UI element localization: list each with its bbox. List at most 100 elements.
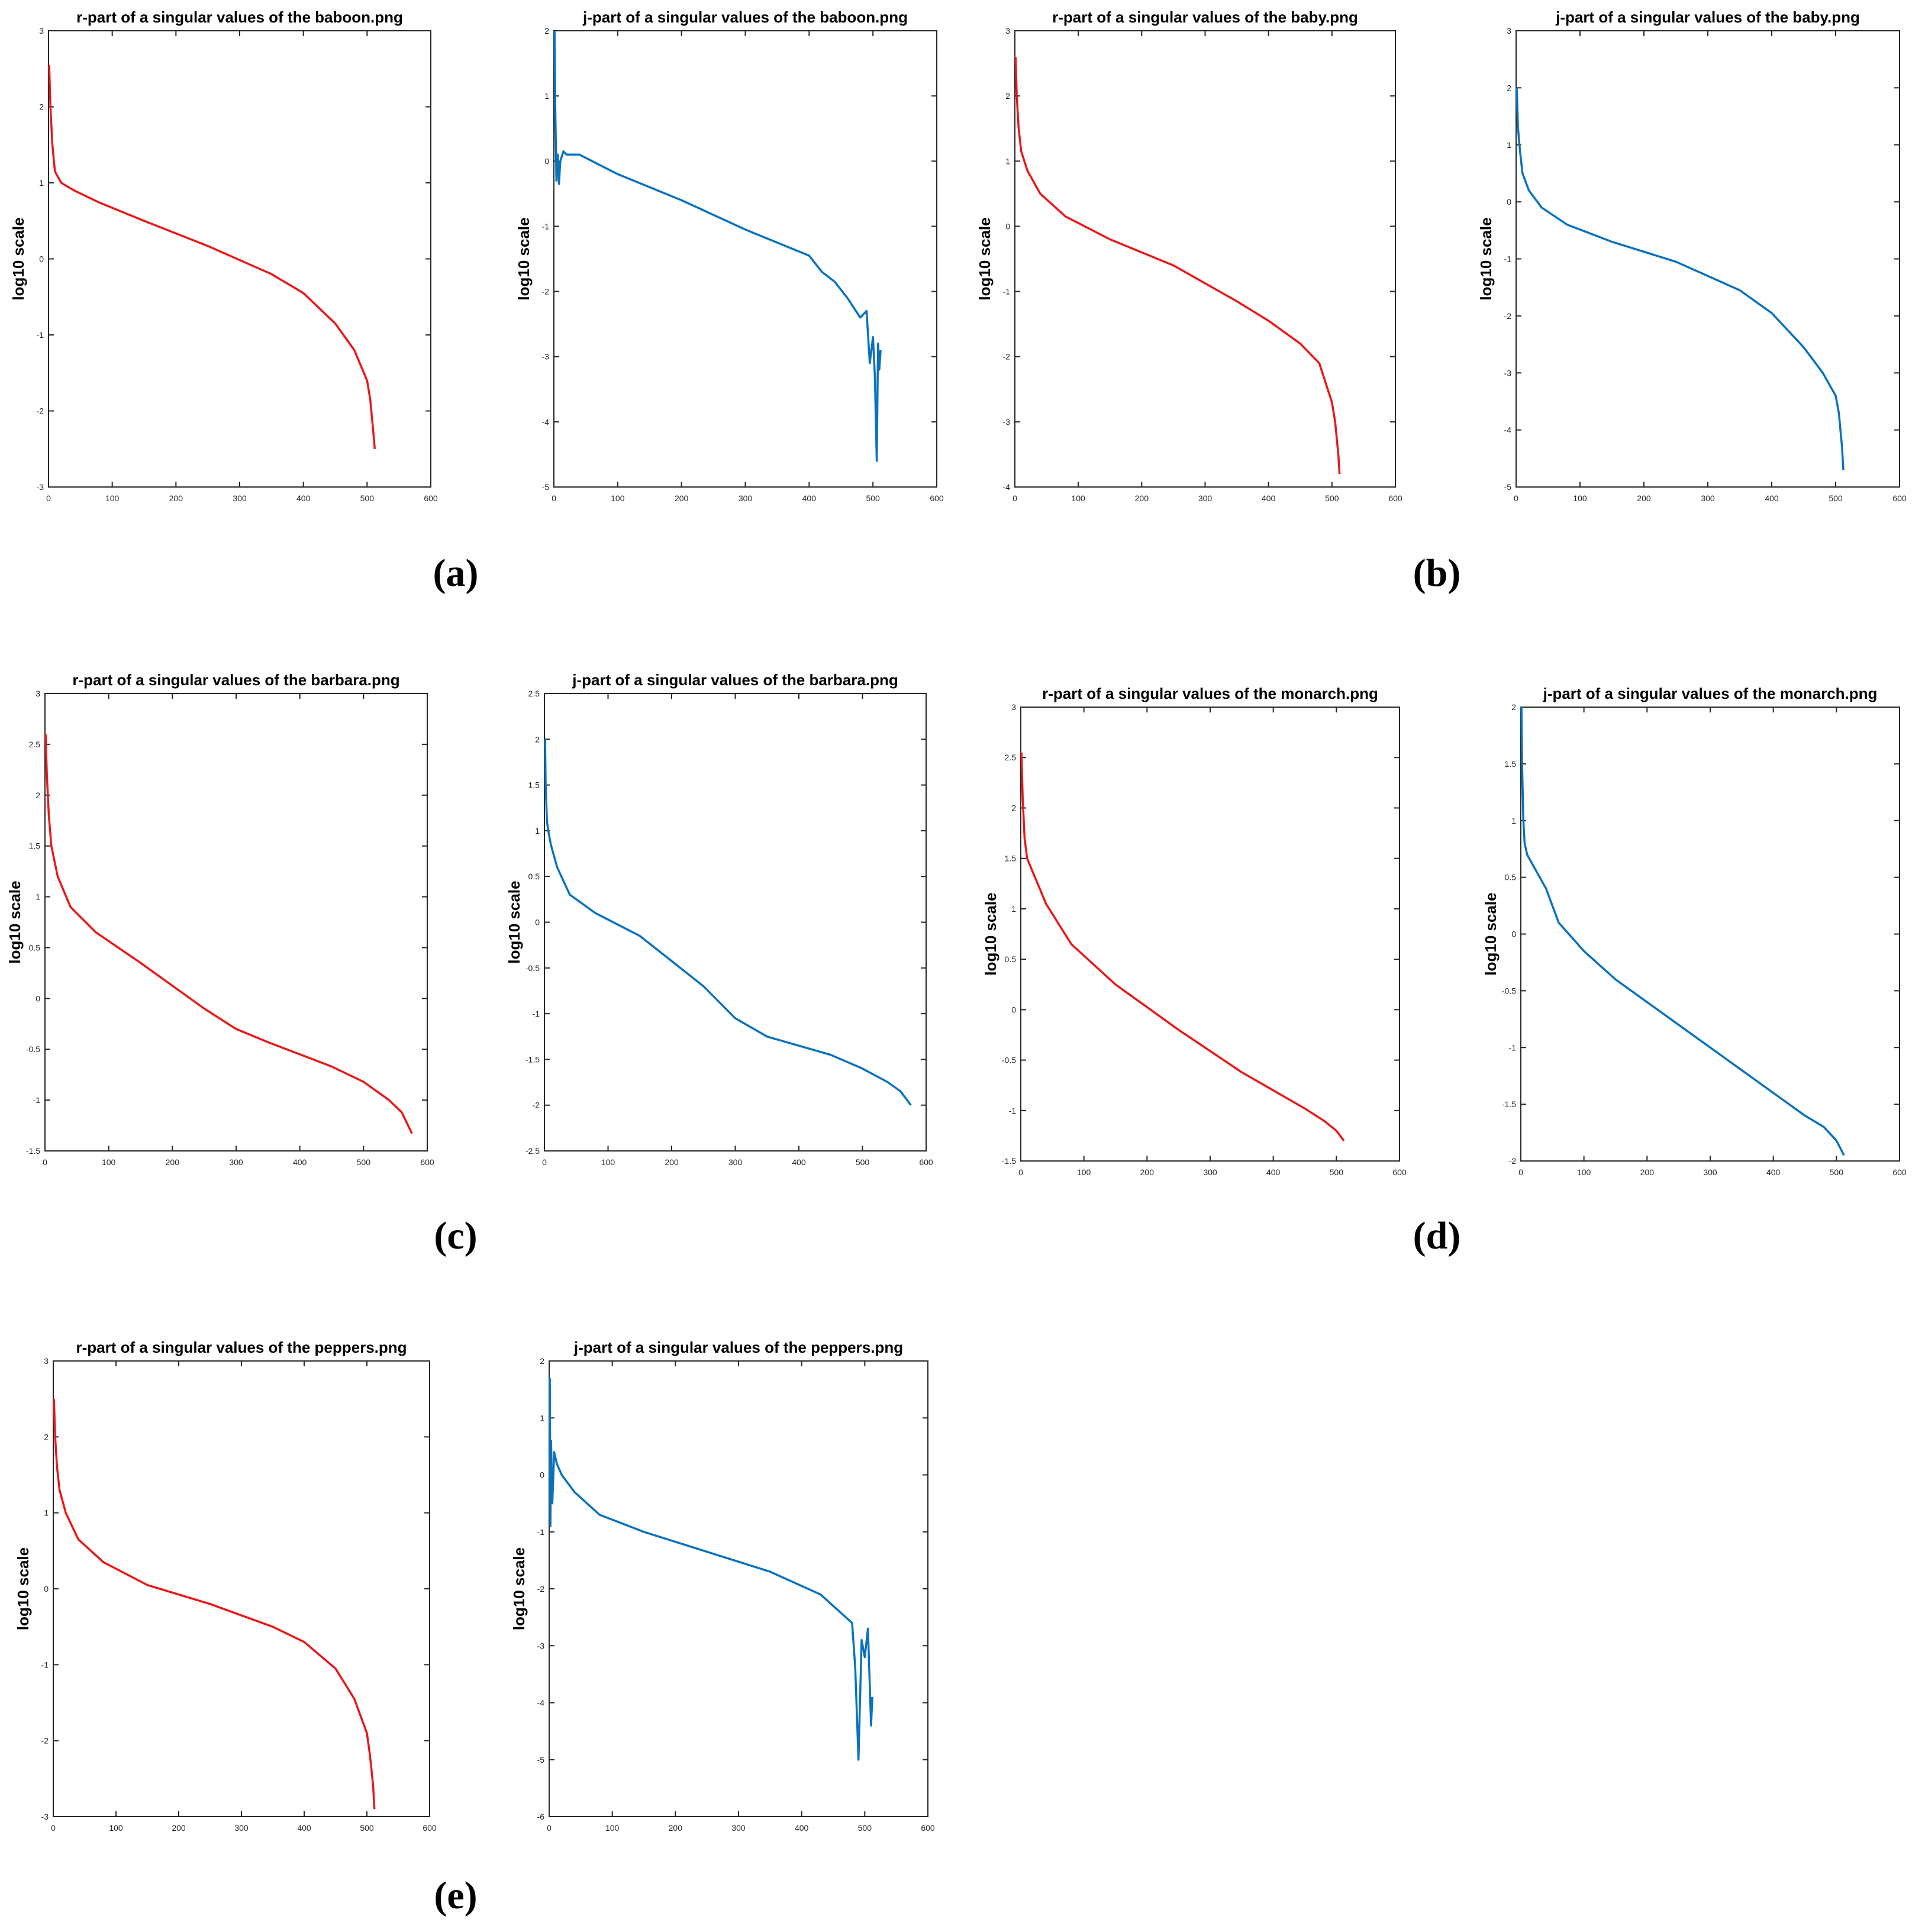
x-tick-label: 200 <box>1135 494 1149 503</box>
y-tick-label: -3 <box>1003 417 1011 427</box>
y-tick-label: -2 <box>537 1584 545 1594</box>
x-tick-label: 0 <box>51 1823 56 1833</box>
y-tick-label: 0 <box>1011 1005 1016 1014</box>
x-tick-label: 500 <box>1829 494 1843 503</box>
y-tick-label: 1.5 <box>1505 759 1517 769</box>
x-tick-label: 300 <box>1703 1167 1717 1177</box>
y-tick-label: 2 <box>44 1432 49 1441</box>
x-tick-label: 100 <box>1077 1167 1091 1177</box>
plot-frame <box>1014 30 1396 488</box>
chart-8: 0 100 200 300 400 500 600 -2 -1.5 -1 -0.5 0 0.5 1 1.5 2… <box>1482 685 1907 1177</box>
plot-frame <box>48 30 431 488</box>
y-tick-label: 0 <box>1005 221 1010 231</box>
plot-frame <box>1520 707 1900 1162</box>
y-tick-label: -2 <box>41 1736 49 1746</box>
x-tick-label: 100 <box>105 494 120 503</box>
y-tick-label: -4 <box>537 1698 545 1708</box>
x-tick-label: 400 <box>1266 1167 1281 1177</box>
y-tick-label: -3 <box>542 352 550 362</box>
x-tick-label: 300 <box>728 1157 743 1167</box>
y-axis-label: log10 scale <box>9 217 27 300</box>
x-tick-label: 500 <box>866 494 880 503</box>
series-line-r-part <box>1014 57 1341 475</box>
x-tick-label: 500 <box>1830 1167 1844 1177</box>
x-tick-label: 200 <box>169 494 183 503</box>
x-tick-label: 500 <box>360 1823 374 1833</box>
y-axis-label: log10 scale <box>982 892 999 975</box>
y-tick-label: 3 <box>36 689 40 698</box>
y-tick-label: 0 <box>1507 197 1511 207</box>
y-tick-label: -2 <box>37 407 44 416</box>
series-line-j-part <box>553 30 882 462</box>
y-tick-label: 0 <box>540 1470 544 1480</box>
series-line-r-part <box>53 1399 376 1810</box>
y-tick-label: 1 <box>1511 816 1516 825</box>
y-tick-label: -5 <box>537 1755 545 1765</box>
x-tick-label: 100 <box>1577 1167 1591 1177</box>
y-tick-label: 1 <box>1507 140 1511 150</box>
y-tick-label: -0.5 <box>1002 1056 1016 1065</box>
x-tick-label: 100 <box>109 1823 123 1833</box>
y-tick-label: 2 <box>1005 91 1010 101</box>
x-tick-label: 400 <box>297 1823 311 1833</box>
x-tick-label: 200 <box>669 1823 683 1833</box>
y-tick-label: -0.5 <box>1502 986 1516 995</box>
x-tick-label: 400 <box>802 494 817 503</box>
chart-title: r-part of a singular values of the monar… <box>1042 685 1378 702</box>
x-tick-label: 600 <box>919 1157 933 1167</box>
x-tick-label: 100 <box>102 1157 116 1167</box>
x-tick-label: 200 <box>1637 494 1651 503</box>
x-tick-label: 100 <box>605 1823 620 1833</box>
x-tick-label: 600 <box>423 1823 437 1833</box>
y-tick-label: 1 <box>39 178 44 188</box>
chart-title: r-part of a singular values of the baby.… <box>1052 8 1358 26</box>
x-tick-label: 600 <box>1392 1167 1407 1177</box>
y-tick-label: -5 <box>1504 482 1512 492</box>
y-tick-label: 3 <box>44 1356 49 1366</box>
chart-10: 0 100 200 300 400 500 600 -6 -5 -4 -3 -2 -1 0 1 2 j-part… <box>510 1338 935 1833</box>
y-axis-label: log10 scale <box>14 1547 32 1630</box>
x-tick-label: 300 <box>1701 494 1715 503</box>
x-tick-label: 300 <box>1198 494 1213 503</box>
y-tick-label: 0 <box>39 254 44 264</box>
y-tick-label: -1 <box>537 1527 545 1537</box>
y-axis-label: log10 scale <box>510 1547 528 1630</box>
chart-6: 0 100 200 300 400 500 600 -2.5 -2 -1.5 -1 -0.5 0 0.5 1… <box>505 671 933 1167</box>
y-tick-label: 2.5 <box>528 689 540 698</box>
y-tick-label: -2 <box>1003 352 1011 362</box>
y-tick-label: -1 <box>1003 287 1011 296</box>
y-axis-label: log10 scale <box>505 880 523 963</box>
y-tick-label: -2 <box>533 1101 540 1110</box>
chart-9: 0 100 200 300 400 500 600 -3 -2 -1 0 1 2 3 r-part of a… <box>14 1338 437 1833</box>
y-axis-label: log10 scale <box>976 217 994 300</box>
x-tick-label: 0 <box>547 1823 552 1833</box>
y-tick-label: -1.5 <box>1502 1099 1516 1109</box>
x-tick-label: 300 <box>234 1823 249 1833</box>
y-tick-label: -4 <box>1003 482 1011 492</box>
chart-title: r-part of a singular values of the barba… <box>72 671 399 689</box>
series-line-j-part <box>1520 707 1845 1156</box>
plot-frame <box>1516 30 1900 488</box>
y-tick-label: -1 <box>41 1660 49 1669</box>
plot-frame <box>44 693 428 1152</box>
y-tick-label: 1.5 <box>1005 854 1017 863</box>
panel-label-c: (c) <box>434 1214 477 1257</box>
y-tick-label: -3 <box>37 482 44 492</box>
x-tick-label: 500 <box>858 1823 872 1833</box>
chart-4: 0 100 200 300 400 500 600 -5 -4 -3 -2 -1 0 1 2 3 j-part … <box>1477 8 1907 503</box>
y-tick-label: 0.5 <box>528 872 540 881</box>
chart-3: 0 100 200 300 400 500 600 -4 -3 -2 -1 0 1 2 3 r-part of… <box>976 8 1402 503</box>
series-line-j-part <box>544 739 912 1106</box>
y-tick-label: 2 <box>39 102 44 112</box>
x-tick-label: 500 <box>360 494 375 503</box>
y-tick-label: -1 <box>542 221 550 231</box>
y-tick-label: -4 <box>542 417 550 427</box>
series-line-j-part <box>549 1378 873 1761</box>
x-tick-label: 400 <box>1766 1167 1781 1177</box>
y-tick-label: 1 <box>535 826 540 836</box>
y-axis-label: log10 scale <box>1477 217 1495 300</box>
y-tick-label: 3 <box>1011 702 1016 712</box>
x-tick-label: 500 <box>856 1157 870 1167</box>
y-tick-label: 0.5 <box>29 943 41 952</box>
